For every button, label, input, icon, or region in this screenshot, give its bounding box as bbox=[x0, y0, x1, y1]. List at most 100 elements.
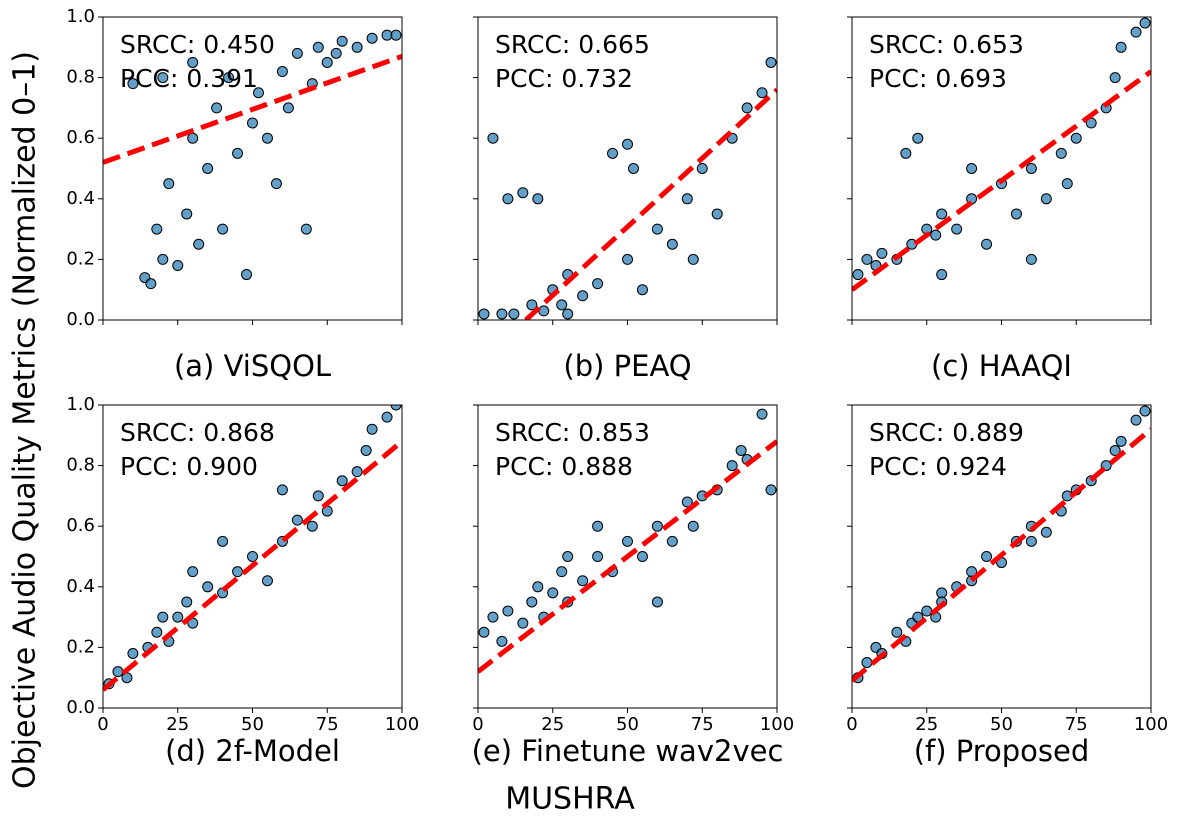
y-tick-label: 0.0 bbox=[66, 309, 95, 330]
point bbox=[696, 163, 708, 174]
point bbox=[1130, 414, 1142, 426]
point bbox=[981, 551, 993, 562]
x-tick-label: 75 bbox=[1065, 714, 1088, 735]
point bbox=[666, 535, 678, 547]
point bbox=[756, 87, 768, 99]
point bbox=[1139, 17, 1151, 29]
point bbox=[556, 566, 568, 578]
point bbox=[1040, 193, 1052, 205]
y-tick-label: 0.6 bbox=[66, 515, 95, 536]
point bbox=[202, 163, 214, 174]
point bbox=[900, 147, 912, 159]
plot-area bbox=[478, 56, 777, 320]
point bbox=[538, 305, 550, 317]
x-tick-label: 0 bbox=[472, 714, 483, 735]
point bbox=[765, 484, 777, 496]
point bbox=[532, 581, 544, 593]
point bbox=[681, 193, 693, 205]
point bbox=[981, 238, 993, 250]
point bbox=[517, 187, 529, 199]
panel-title: (f) Proposed bbox=[914, 734, 1090, 768]
point bbox=[1025, 253, 1037, 265]
point bbox=[241, 269, 253, 281]
point bbox=[336, 35, 348, 47]
point bbox=[912, 132, 924, 144]
point bbox=[936, 587, 948, 599]
point bbox=[592, 520, 604, 532]
point bbox=[381, 411, 393, 423]
fit-line bbox=[478, 439, 777, 674]
point bbox=[487, 132, 499, 144]
plot-area bbox=[852, 405, 1151, 684]
point bbox=[291, 514, 303, 526]
point bbox=[276, 484, 288, 496]
y-tick-label: 0.8 bbox=[66, 67, 95, 88]
point bbox=[1061, 178, 1073, 190]
point bbox=[1055, 147, 1067, 159]
point bbox=[891, 626, 903, 638]
point bbox=[181, 208, 193, 220]
point bbox=[622, 535, 633, 547]
point bbox=[562, 551, 574, 562]
point bbox=[261, 575, 273, 587]
point bbox=[366, 423, 378, 435]
point bbox=[636, 284, 648, 296]
point bbox=[276, 66, 288, 78]
annotation: SRCC: 0.665 bbox=[495, 30, 650, 59]
y-axis-label: Objective Audio Quality Metrics (Normali… bbox=[8, 51, 43, 789]
point bbox=[651, 520, 663, 532]
point bbox=[687, 520, 699, 532]
point bbox=[1130, 26, 1142, 38]
annotation: PCC: 0.732 bbox=[495, 64, 633, 93]
annotation: SRCC: 0.450 bbox=[120, 30, 275, 59]
y-tick-label: 0.8 bbox=[66, 455, 95, 476]
point bbox=[163, 178, 175, 190]
x-tick-label: 0 bbox=[97, 714, 108, 735]
y-tick-label: 0.2 bbox=[66, 248, 95, 269]
y-tick-label: 0.6 bbox=[66, 127, 95, 148]
y-tick-label: 0.0 bbox=[66, 697, 95, 718]
point bbox=[508, 308, 520, 320]
point bbox=[306, 520, 318, 532]
point bbox=[172, 259, 184, 271]
y-tick-label: 0.4 bbox=[66, 188, 95, 209]
point bbox=[711, 208, 723, 220]
x-tick-label: 50 bbox=[990, 714, 1013, 735]
point bbox=[607, 147, 619, 159]
point bbox=[622, 138, 633, 150]
point bbox=[151, 223, 163, 235]
point bbox=[756, 408, 768, 420]
point bbox=[1025, 163, 1037, 174]
fit-line bbox=[103, 54, 402, 165]
point bbox=[366, 32, 378, 44]
point bbox=[1109, 444, 1121, 456]
point bbox=[270, 178, 282, 190]
axes-frame bbox=[851, 16, 1152, 321]
point bbox=[726, 460, 738, 472]
point bbox=[312, 41, 324, 53]
plot-area bbox=[478, 408, 777, 674]
point bbox=[181, 596, 193, 608]
annotation: SRCC: 0.653 bbox=[869, 30, 1024, 59]
point bbox=[252, 87, 264, 99]
panel-title: (d) 2f-Model bbox=[165, 734, 340, 768]
x-tick-label: 75 bbox=[691, 714, 714, 735]
point bbox=[1040, 526, 1052, 538]
point bbox=[1025, 535, 1037, 547]
point bbox=[217, 223, 229, 235]
point bbox=[861, 253, 873, 265]
y-tick-label: 1.0 bbox=[66, 6, 95, 27]
point bbox=[157, 72, 169, 84]
point bbox=[627, 163, 639, 174]
point bbox=[478, 308, 490, 320]
point bbox=[145, 278, 157, 290]
point bbox=[223, 72, 235, 84]
point bbox=[112, 666, 124, 678]
x-tick-label: 100 bbox=[760, 714, 794, 735]
point bbox=[1109, 72, 1121, 84]
point bbox=[187, 132, 199, 144]
x-tick-label: 25 bbox=[166, 714, 189, 735]
point bbox=[157, 253, 169, 265]
point bbox=[666, 238, 678, 250]
